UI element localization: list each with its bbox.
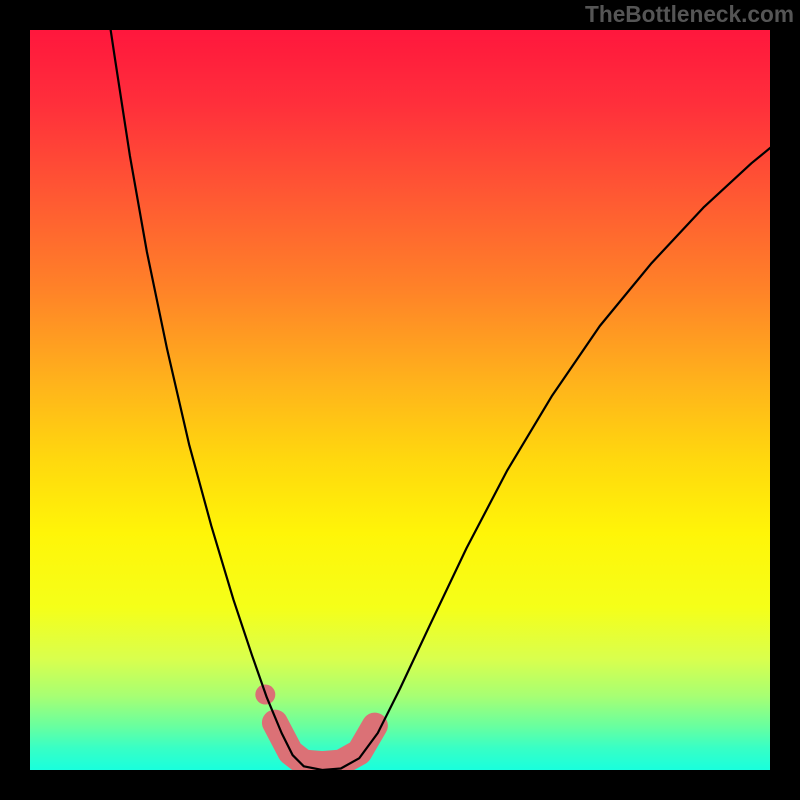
bottleneck-main-curve xyxy=(104,30,770,770)
plot-area xyxy=(30,30,770,770)
watermark-text: TheBottleneck.com xyxy=(585,1,794,28)
bottleneck-curve-svg xyxy=(30,30,770,770)
